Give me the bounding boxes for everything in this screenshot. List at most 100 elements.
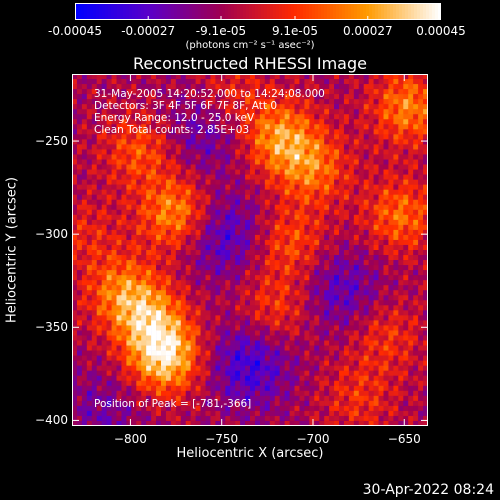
image-pixel: [76, 405, 83, 412]
image-pixel: [230, 124, 236, 130]
image-pixel: [294, 139, 300, 145]
image-pixel: [215, 410, 221, 417]
image-pixel: [259, 74, 266, 80]
image-pixel: [284, 285, 290, 291]
image-pixel: [353, 285, 360, 291]
image-pixel: [334, 265, 340, 271]
image-pixel: [235, 159, 241, 165]
image-pixel: [195, 129, 201, 135]
image-pixel: [220, 114, 226, 120]
image-pixel: [324, 229, 330, 236]
image-pixel: [116, 295, 122, 301]
image-pixel: [205, 400, 211, 407]
image-pixel: [279, 355, 285, 361]
image-pixel: [210, 109, 216, 115]
image-pixel: [170, 169, 177, 175]
image-pixel: [264, 94, 271, 100]
image-pixel: [299, 325, 305, 331]
image-pixel: [343, 340, 350, 346]
image-pixel: [116, 114, 122, 120]
image-pixel: [388, 99, 394, 105]
image-pixel: [205, 360, 211, 366]
image-pixel: [161, 74, 167, 80]
image-pixel: [220, 234, 226, 241]
image-pixel: [240, 390, 246, 397]
image-pixel: [230, 229, 236, 236]
image-pixel: [358, 380, 365, 387]
image-pixel: [190, 189, 196, 195]
image-pixel: [245, 290, 251, 296]
image-pixel: [220, 184, 226, 190]
image-pixel: [165, 179, 172, 185]
image-pixel: [304, 355, 310, 361]
image-pixel: [319, 355, 325, 361]
image-pixel: [329, 109, 335, 115]
image-pixel: [304, 405, 310, 412]
image-pixel: [185, 114, 191, 120]
image-pixel: [111, 109, 117, 115]
image-pixel: [91, 74, 98, 80]
image-pixel: [299, 189, 305, 195]
image-pixel: [348, 370, 355, 377]
image-pixel: [339, 275, 345, 281]
image-pixel: [363, 260, 369, 266]
image-pixel: [398, 390, 404, 397]
image-pixel: [269, 400, 276, 407]
image-pixel: [418, 189, 424, 195]
image-pixel: [215, 360, 221, 366]
image-pixel: [175, 99, 182, 105]
image-pixel: [210, 74, 216, 80]
image-pixel: [418, 179, 424, 185]
image-pixel: [106, 395, 112, 402]
image-pixel: [230, 360, 236, 366]
image-pixel: [220, 350, 226, 356]
image-pixel: [343, 365, 350, 371]
image-pixel: [254, 285, 261, 291]
image-pixel: [185, 119, 191, 125]
image-pixel: [413, 74, 419, 80]
image-pixel: [126, 400, 132, 407]
image-pixel: [230, 134, 236, 140]
image-pixel: [383, 94, 389, 100]
image-pixel: [225, 395, 231, 402]
image-pixel: [408, 295, 414, 301]
image-pixel: [274, 169, 280, 175]
image-pixel: [413, 255, 419, 261]
image-pixel: [121, 84, 127, 90]
image-pixel: [215, 239, 221, 246]
image-pixel: [343, 390, 350, 397]
image-pixel: [269, 209, 276, 216]
image-pixel: [423, 335, 428, 341]
image-pixel: [175, 179, 182, 185]
image-pixel: [254, 114, 261, 120]
image-pixel: [96, 255, 102, 261]
image-pixel: [81, 315, 88, 321]
image-pixel: [116, 305, 122, 311]
image-pixel: [334, 255, 340, 261]
image-pixel: [274, 239, 280, 246]
image-pixel: [225, 295, 231, 301]
image-pixel: [151, 285, 157, 291]
image-pixel: [250, 84, 256, 90]
image-pixel: [329, 139, 335, 145]
image-pixel: [96, 234, 102, 241]
image-pixel: [314, 290, 320, 296]
image-pixel: [136, 395, 142, 402]
image-pixel: [225, 275, 231, 281]
image-pixel: [418, 315, 424, 321]
image-pixel: [156, 290, 162, 296]
image-pixel: [185, 129, 191, 135]
image-pixel: [245, 194, 251, 201]
image-pixel: [314, 390, 320, 397]
image-pixel: [403, 250, 409, 256]
image-pixel: [284, 109, 290, 115]
image-pixel: [131, 330, 137, 336]
image-pixel: [86, 410, 93, 417]
image-pixel: [358, 134, 365, 140]
image-pixel: [111, 224, 117, 231]
image-pixel: [86, 144, 93, 150]
image-pixel: [81, 250, 88, 256]
image-pixel: [91, 295, 98, 301]
image-pixel: [101, 169, 107, 175]
colorbar-segment: [384, 3, 388, 20]
